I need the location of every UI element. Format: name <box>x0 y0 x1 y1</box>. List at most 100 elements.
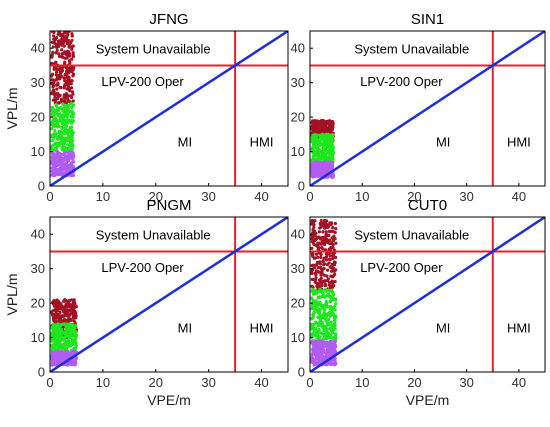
data-point <box>61 355 65 359</box>
data-point <box>52 316 56 321</box>
data-point <box>65 130 69 134</box>
data-point <box>69 165 73 169</box>
data-point <box>334 241 338 245</box>
data-point <box>312 124 316 128</box>
plot-area <box>50 217 288 372</box>
data-point <box>315 148 319 152</box>
data-point <box>50 109 54 113</box>
data-point <box>326 362 330 366</box>
data-point <box>332 328 336 332</box>
data-point <box>333 339 338 343</box>
data-point <box>316 241 320 245</box>
data-point <box>59 105 63 110</box>
data-point <box>59 42 63 46</box>
data-point <box>314 161 318 165</box>
data-point <box>57 327 62 331</box>
x-tick-label: 20 <box>407 189 421 204</box>
y-tick-label: 30 <box>291 75 305 90</box>
data-point <box>317 322 321 327</box>
plot-frame <box>309 216 546 373</box>
data-point <box>58 112 62 116</box>
data-point <box>321 119 325 123</box>
data-point <box>310 165 314 169</box>
data-point <box>332 362 336 366</box>
data-point <box>310 253 315 257</box>
data-point <box>52 148 56 152</box>
data-point <box>54 98 58 102</box>
data-point <box>72 330 76 334</box>
data-point <box>324 319 328 323</box>
data-point <box>324 230 328 234</box>
data-point <box>321 306 325 310</box>
data-point <box>53 157 57 162</box>
x-tick-label: 40 <box>512 189 526 204</box>
data-point <box>64 31 68 34</box>
data-point <box>62 122 66 126</box>
data-point <box>65 319 69 323</box>
data-point <box>71 350 75 354</box>
x-tick-label: 40 <box>254 375 268 390</box>
data-point <box>319 352 323 356</box>
data-point <box>72 311 76 315</box>
data-point <box>63 79 67 83</box>
y-tick-label: 30 <box>31 75 45 90</box>
data-point <box>320 271 324 275</box>
data-point <box>329 320 333 324</box>
data-point <box>63 83 67 87</box>
data-point <box>314 276 318 280</box>
data-point <box>51 98 55 102</box>
data-point <box>54 104 58 108</box>
data-point <box>63 106 67 110</box>
data-point <box>52 304 57 308</box>
data-point <box>318 314 322 318</box>
data-point <box>70 32 74 36</box>
data-point <box>68 61 72 65</box>
data-point <box>68 152 72 156</box>
data-point <box>66 53 70 57</box>
chart-panel-pngm: 0 10 20 30 40 0 10 20 30 40 PNGM VPL/m VPE/m System U… <box>4 197 289 408</box>
data-point <box>322 221 326 225</box>
data-point <box>54 70 59 74</box>
data-point <box>70 133 74 138</box>
data-point <box>310 355 314 359</box>
data-point <box>313 339 317 343</box>
data-point <box>56 82 60 86</box>
data-point <box>312 229 317 233</box>
data-point <box>313 352 317 356</box>
y-tick-label: 20 <box>291 110 305 125</box>
data-point <box>55 136 59 140</box>
data-point <box>310 264 314 268</box>
x-tick-label: 0 <box>306 189 313 204</box>
y-tick-label: 0 <box>298 179 305 194</box>
data-point <box>310 237 314 241</box>
data-point <box>310 137 314 142</box>
x-tick-label: 30 <box>459 375 473 390</box>
data-point <box>332 266 336 271</box>
y-tick-label: 10 <box>291 144 305 159</box>
y-tick-label: 10 <box>31 144 45 159</box>
data-point <box>70 57 74 61</box>
data-point <box>70 45 74 49</box>
data-point <box>54 119 58 123</box>
data-point <box>57 101 61 105</box>
data-point <box>67 353 71 357</box>
data-point <box>52 88 56 92</box>
data-point <box>63 330 67 334</box>
data-point <box>57 31 61 35</box>
data-point <box>56 302 60 307</box>
data-point <box>328 221 332 225</box>
data-point <box>62 157 66 162</box>
data-point <box>322 235 326 239</box>
data-point <box>74 330 78 334</box>
data-point <box>331 135 335 139</box>
data-point <box>324 332 328 336</box>
data-point <box>322 267 326 271</box>
data-point <box>324 301 328 306</box>
data-point <box>71 74 75 78</box>
chart-panel-jfng: 0 10 20 30 40 0 10 20 30 40 JFNG VPL/m System Unavai… <box>4 11 289 204</box>
data-point <box>319 126 323 130</box>
data-point <box>320 165 324 170</box>
data-point <box>65 104 69 108</box>
data-point <box>63 299 67 303</box>
data-point <box>327 142 331 146</box>
